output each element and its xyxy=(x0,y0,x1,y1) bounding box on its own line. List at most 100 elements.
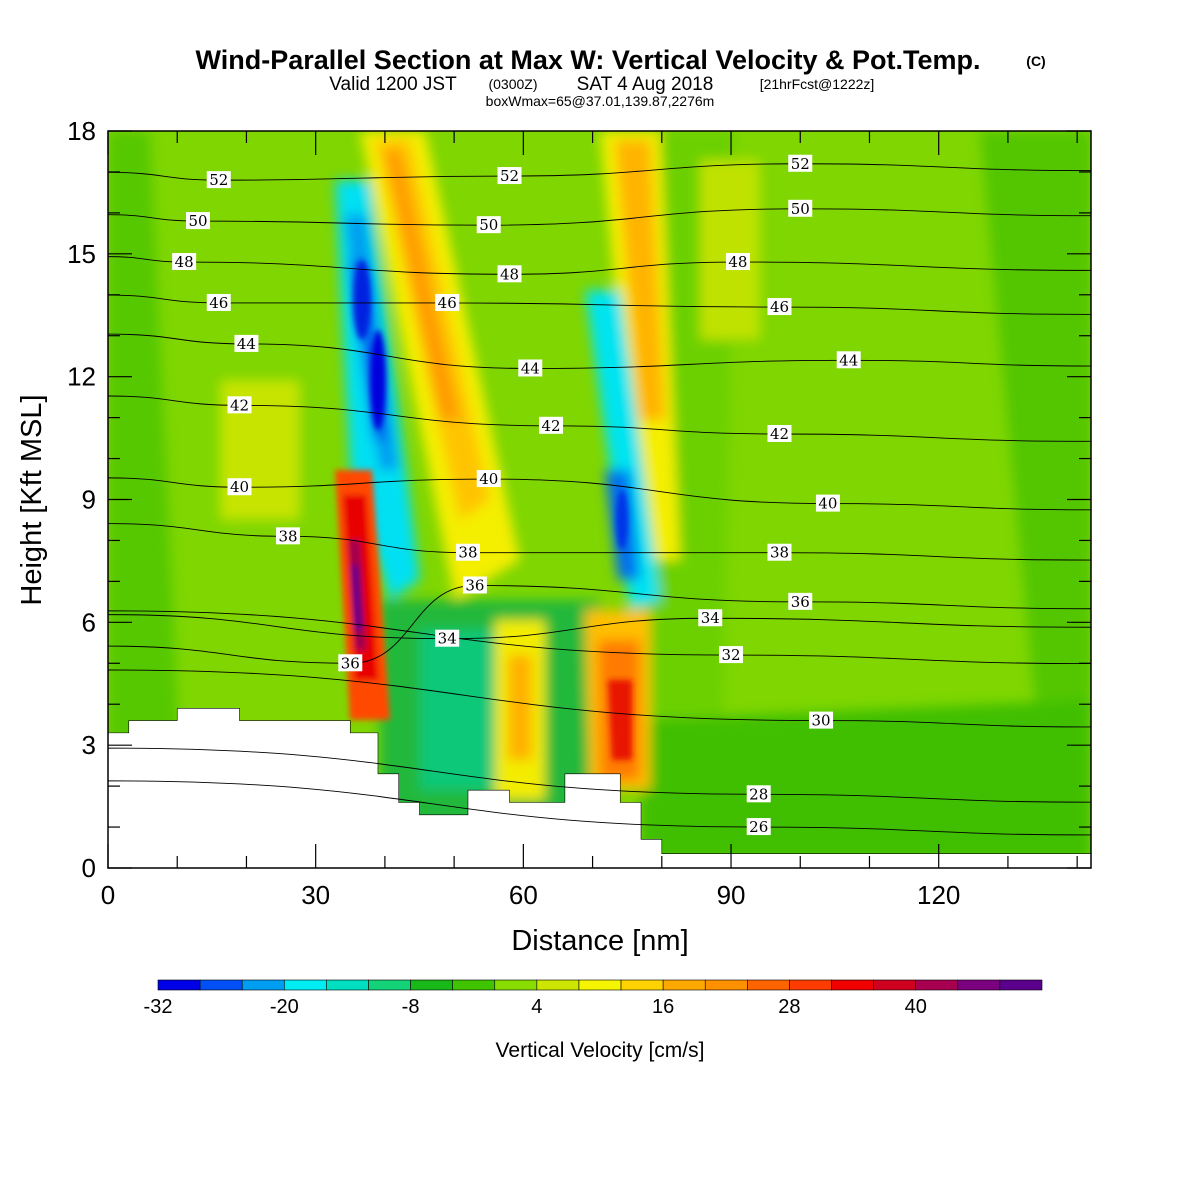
contour-label-text: 36 xyxy=(341,654,360,672)
contour-label: 44 xyxy=(836,351,861,369)
field-band xyxy=(616,490,628,550)
contour-label-box xyxy=(788,592,813,610)
colorbar-swatch xyxy=(283,979,327,991)
colorbar-swatch xyxy=(999,979,1043,991)
contour-label-text: 34 xyxy=(701,609,720,627)
colorbar-swatch xyxy=(241,979,285,991)
contour-label: 30 xyxy=(809,711,834,730)
contour-label-box xyxy=(746,785,771,803)
contour-label-text: 38 xyxy=(770,544,789,562)
contour-label: 34 xyxy=(435,629,460,648)
contour-label: 38 xyxy=(767,543,792,562)
contour-label-text: 44 xyxy=(839,351,858,369)
contour-label-box xyxy=(539,416,564,434)
contour-label: 34 xyxy=(698,609,723,627)
colorbar-swatch xyxy=(957,979,1001,991)
contour-label: 38 xyxy=(455,543,480,562)
contour-label-box xyxy=(809,711,834,729)
contour-label-text: 50 xyxy=(188,212,207,230)
y-tick-label: 0 xyxy=(82,853,96,883)
contour-label-text: 28 xyxy=(749,785,768,803)
contour-label: 36 xyxy=(462,576,487,594)
colorbar-tick-labels: -32 -20 -8 4 16 28 40 xyxy=(144,996,927,1018)
contour-label-box xyxy=(275,527,300,545)
y-tick-label: 3 xyxy=(82,730,96,760)
contour-label-box xyxy=(788,154,813,172)
contour-label-text: 40 xyxy=(230,478,249,496)
contour-label: 32 xyxy=(719,646,744,664)
colorbar-swatch xyxy=(747,979,790,991)
contour-label-text: 32 xyxy=(721,646,740,664)
contour-label: 40 xyxy=(815,494,840,513)
contour-label: 36 xyxy=(788,592,813,611)
contour-label-box xyxy=(338,654,363,672)
contour-label: 28 xyxy=(746,785,771,803)
contour-label-text: 52 xyxy=(209,171,228,189)
theta-contour-34 xyxy=(108,614,1091,640)
contour-label-text: 34 xyxy=(438,630,457,648)
theta-contour-30 xyxy=(108,669,1091,728)
colorbar-swatch xyxy=(536,979,580,991)
colorbar-tick-label: 28 xyxy=(778,996,800,1018)
colorbar-swatch xyxy=(578,979,622,991)
axis-ticks xyxy=(107,130,1091,869)
contour-label-box xyxy=(767,424,792,442)
contour-label-box xyxy=(698,609,723,627)
contour-label: 42 xyxy=(767,424,792,443)
contour-label: 50 xyxy=(788,199,813,218)
contour-label-text: 38 xyxy=(458,544,477,562)
x-tick-label: 0 xyxy=(101,880,115,910)
contour-label-box xyxy=(234,334,259,352)
colorbar-swatch xyxy=(789,979,832,991)
colorbar-tick-label: 4 xyxy=(531,996,542,1018)
contour-label: 52 xyxy=(497,167,522,185)
colorbar-swatch xyxy=(494,979,538,991)
contour-label-box xyxy=(435,293,460,311)
contour-label-box xyxy=(227,396,252,414)
contour-label: 40 xyxy=(476,470,501,488)
contour-label-text: 40 xyxy=(479,470,498,488)
contour-label: 46 xyxy=(206,293,231,312)
contour-label: 46 xyxy=(767,298,792,316)
x-tick-label: 60 xyxy=(509,880,538,910)
contour-label-text: 50 xyxy=(479,216,498,234)
theta-contour-28 xyxy=(108,747,1091,803)
x-axis-label: Distance [nm] xyxy=(511,925,688,957)
colorbar-swatch xyxy=(704,979,748,991)
colorbar-swatch xyxy=(452,979,496,991)
contour-label-box xyxy=(518,359,543,377)
y-tick-label: 12 xyxy=(67,362,96,392)
box-wmax: boxWmax=65@37.01,139.87,2276m xyxy=(486,93,715,109)
contour-label: 36 xyxy=(338,654,363,672)
y-axis-label: Height [Kft MSL] xyxy=(16,394,48,605)
contour-label-box xyxy=(719,646,744,664)
colorbar-swatch xyxy=(199,979,243,991)
contour-label-box xyxy=(172,253,197,271)
contour-label-text: 50 xyxy=(791,200,810,218)
colorbar-swatch xyxy=(662,979,706,991)
y-tick-label: 6 xyxy=(82,607,96,637)
copyright-mark: (C) xyxy=(1026,53,1045,69)
contour-label-box xyxy=(497,265,522,283)
colorbar-swatch xyxy=(157,979,201,991)
contour-label-box xyxy=(455,543,480,561)
contour-label-box xyxy=(206,293,231,311)
contour-label: 48 xyxy=(725,253,750,271)
contour-label: 52 xyxy=(788,154,813,173)
contour-label: 44 xyxy=(234,334,259,353)
colorbar-swatch xyxy=(620,979,664,991)
colorbar-swatch xyxy=(915,979,959,991)
contour-label: 44 xyxy=(518,359,543,377)
x-tick-label: 120 xyxy=(917,880,960,910)
contour-label-box xyxy=(746,818,771,836)
y-tick-label: 15 xyxy=(67,239,96,269)
y-tick-label: 9 xyxy=(82,485,96,515)
contour-label-box xyxy=(462,576,487,594)
contour-label-text: 48 xyxy=(500,265,519,283)
valid-line: Valid 1200 JST (0300Z) SAT 4 Aug 2018 [2… xyxy=(329,74,874,95)
contour-label-text: 52 xyxy=(500,167,519,185)
field-band xyxy=(108,131,185,860)
x-tick-label: 30 xyxy=(301,880,330,910)
contour-label-text: 42 xyxy=(770,425,789,443)
contour-label-box xyxy=(435,629,460,647)
